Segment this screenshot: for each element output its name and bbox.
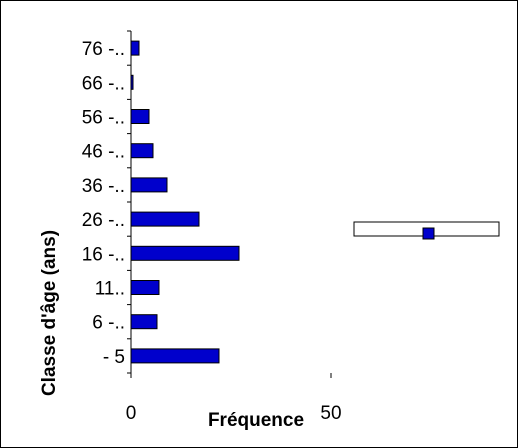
x-axis-title: Fréquence	[208, 410, 304, 431]
bar-4	[130, 211, 200, 227]
bar-7	[130, 109, 150, 124]
bars-group	[130, 40, 240, 364]
y-tick-labels: - 5 6 -.. 11.. 16 -.. 26 -.. 36 -.. 46 -.. 56 -…	[82, 39, 125, 368]
bar-1	[130, 314, 158, 330]
bar-3	[130, 245, 240, 261]
bar-0	[130, 348, 220, 364]
y-tick-label-8: 66 -..	[82, 73, 125, 94]
y-tick-label-9: 76 -..	[82, 39, 125, 60]
y-tick-label-7: 56 -..	[82, 108, 125, 129]
legend	[353, 221, 500, 240]
bar-6	[130, 143, 154, 159]
bar-9	[130, 40, 140, 56]
y-axis-title: Classe d'âge (ans)	[39, 230, 60, 396]
y-tick-label-2: 11..	[95, 279, 125, 300]
y-tick-label-0: - 5	[103, 347, 125, 368]
x-tick-label-1: 50	[320, 403, 341, 424]
y-tick-label-1: 6 -..	[92, 313, 125, 334]
y-tick-label-4: 26 -..	[82, 210, 125, 231]
bar-2	[130, 280, 160, 295]
x-tick-label-0: 0	[126, 403, 137, 424]
y-tick-label-3: 16 -..	[82, 244, 125, 265]
bar-5	[130, 177, 168, 193]
x-tick-labels: 0 50	[126, 403, 342, 424]
y-tick-label-5: 36 -..	[82, 176, 125, 197]
x-tick-marks	[130, 373, 332, 378]
legend-marker	[422, 227, 435, 240]
y-tick-marks	[127, 30, 131, 374]
y-tick-label-6: 46 -..	[82, 142, 125, 163]
